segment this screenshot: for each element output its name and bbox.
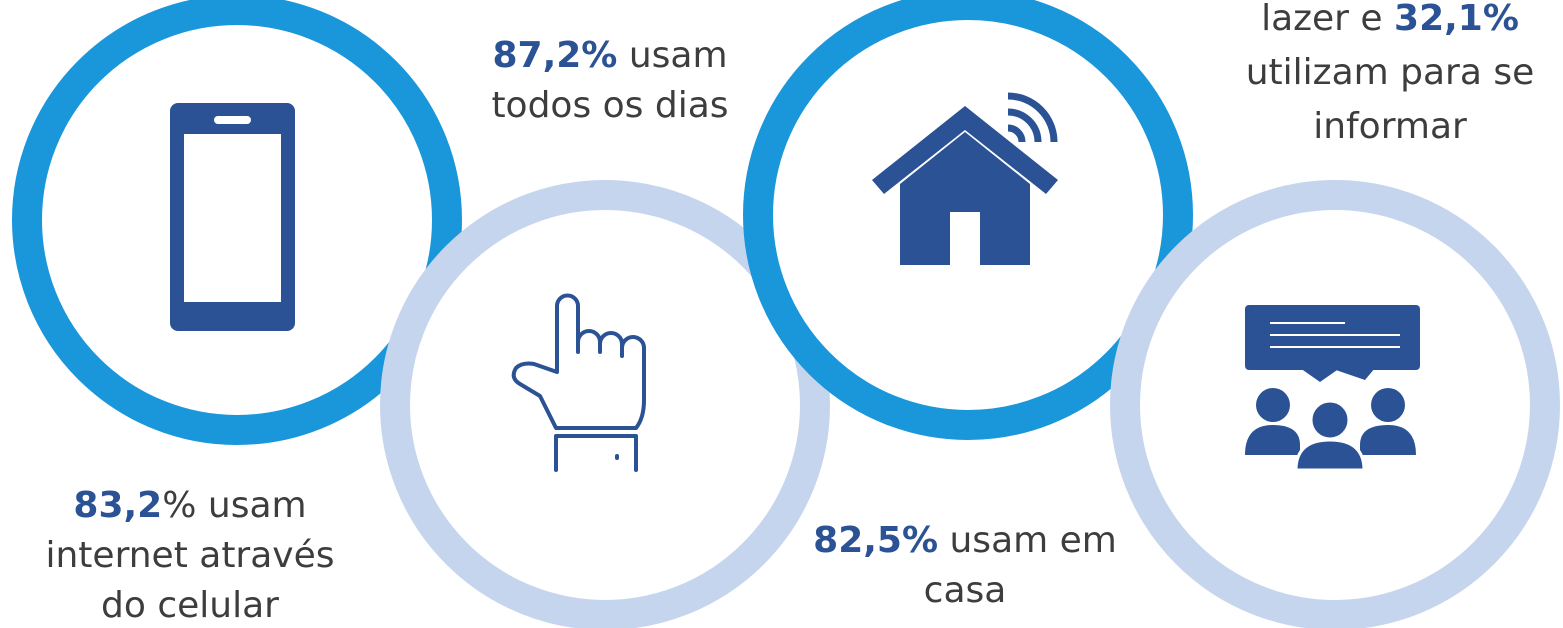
ring-house [743,0,1193,440]
caption-line: 82,5% usam em [813,520,1117,561]
caption-segment: utilizam para se [1246,52,1535,93]
caption-line: internet através [45,535,334,576]
caption-segment: 83,2 [73,485,162,526]
caption-segment: todos os dias [491,85,728,126]
caption-segment: 82,5% [813,520,938,561]
caption-segment: informar [1313,106,1467,147]
ring-hand [380,180,830,628]
phone-icon [170,103,295,331]
caption-segment: do celular [101,585,279,626]
caption-segment: % usam [162,485,306,526]
caption-segment: usam em [938,520,1117,561]
caption-line: utilizam para se [1246,52,1535,93]
hand-icon [511,293,646,472]
caption-segment: casa [924,570,1007,611]
people-icon [1245,305,1420,472]
caption-line: lazer e 32,1% [1261,0,1519,39]
house-icon [872,92,1058,265]
caption-line: todos os dias [491,85,728,126]
caption-segment: usam [617,35,727,76]
caption-line: casa [924,570,1007,611]
caption-segment: internet através [45,535,334,576]
caption-line: 83,2% usam [73,485,306,526]
caption-segment: lazer e [1261,0,1394,39]
caption-line: informar [1313,106,1467,147]
caption-line: do celular [101,585,279,626]
caption-segment: 32,1% [1394,0,1519,39]
caption-line: 87,2% usam [492,35,727,76]
caption-segment: 87,2% [492,35,617,76]
